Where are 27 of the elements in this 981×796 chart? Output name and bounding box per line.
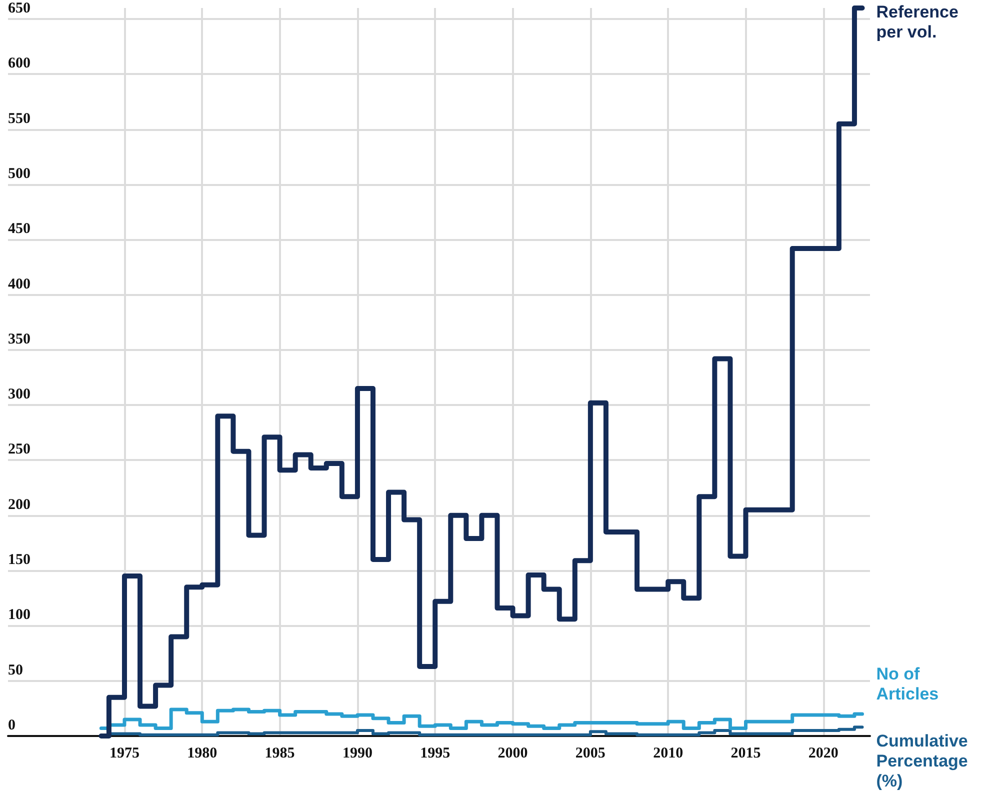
x-tick-label: 1990 xyxy=(342,746,372,762)
series-label: Cumulative Percentage (%) xyxy=(876,732,973,791)
y-tick-label: 600 xyxy=(8,56,30,72)
y-tick-label: 500 xyxy=(8,166,30,182)
y-tick-label: 100 xyxy=(8,607,30,624)
x-tick-label: 1975 xyxy=(109,746,140,762)
y-tick-label: 350 xyxy=(8,331,30,348)
y-tick-label: 200 xyxy=(8,496,30,513)
y-tick-label: 650 xyxy=(8,0,30,17)
y-tick-label: 300 xyxy=(8,386,30,403)
series-label: No of Articles xyxy=(876,664,939,704)
y-tick-label: 0 xyxy=(8,718,16,734)
x-tick-label: 1995 xyxy=(420,746,450,762)
x-tick-label: 2005 xyxy=(575,746,606,762)
y-tick-label: 400 xyxy=(8,276,30,292)
y-tick-label: 450 xyxy=(8,221,30,238)
x-tick-label: 2015 xyxy=(730,746,761,762)
y-tick-label: 250 xyxy=(8,442,30,458)
x-tick-label: 2020 xyxy=(808,746,838,762)
y-tick-label: 550 xyxy=(8,110,30,127)
y-tick-label: 50 xyxy=(8,662,23,678)
y-tick-label: 150 xyxy=(8,552,30,568)
series-label: Reference per vol. xyxy=(876,2,964,42)
x-tick-label: 2010 xyxy=(653,746,684,762)
x-tick-label: 1985 xyxy=(264,746,295,762)
x-tick-label: 2000 xyxy=(498,746,528,762)
x-tick-label: 1980 xyxy=(187,746,218,762)
